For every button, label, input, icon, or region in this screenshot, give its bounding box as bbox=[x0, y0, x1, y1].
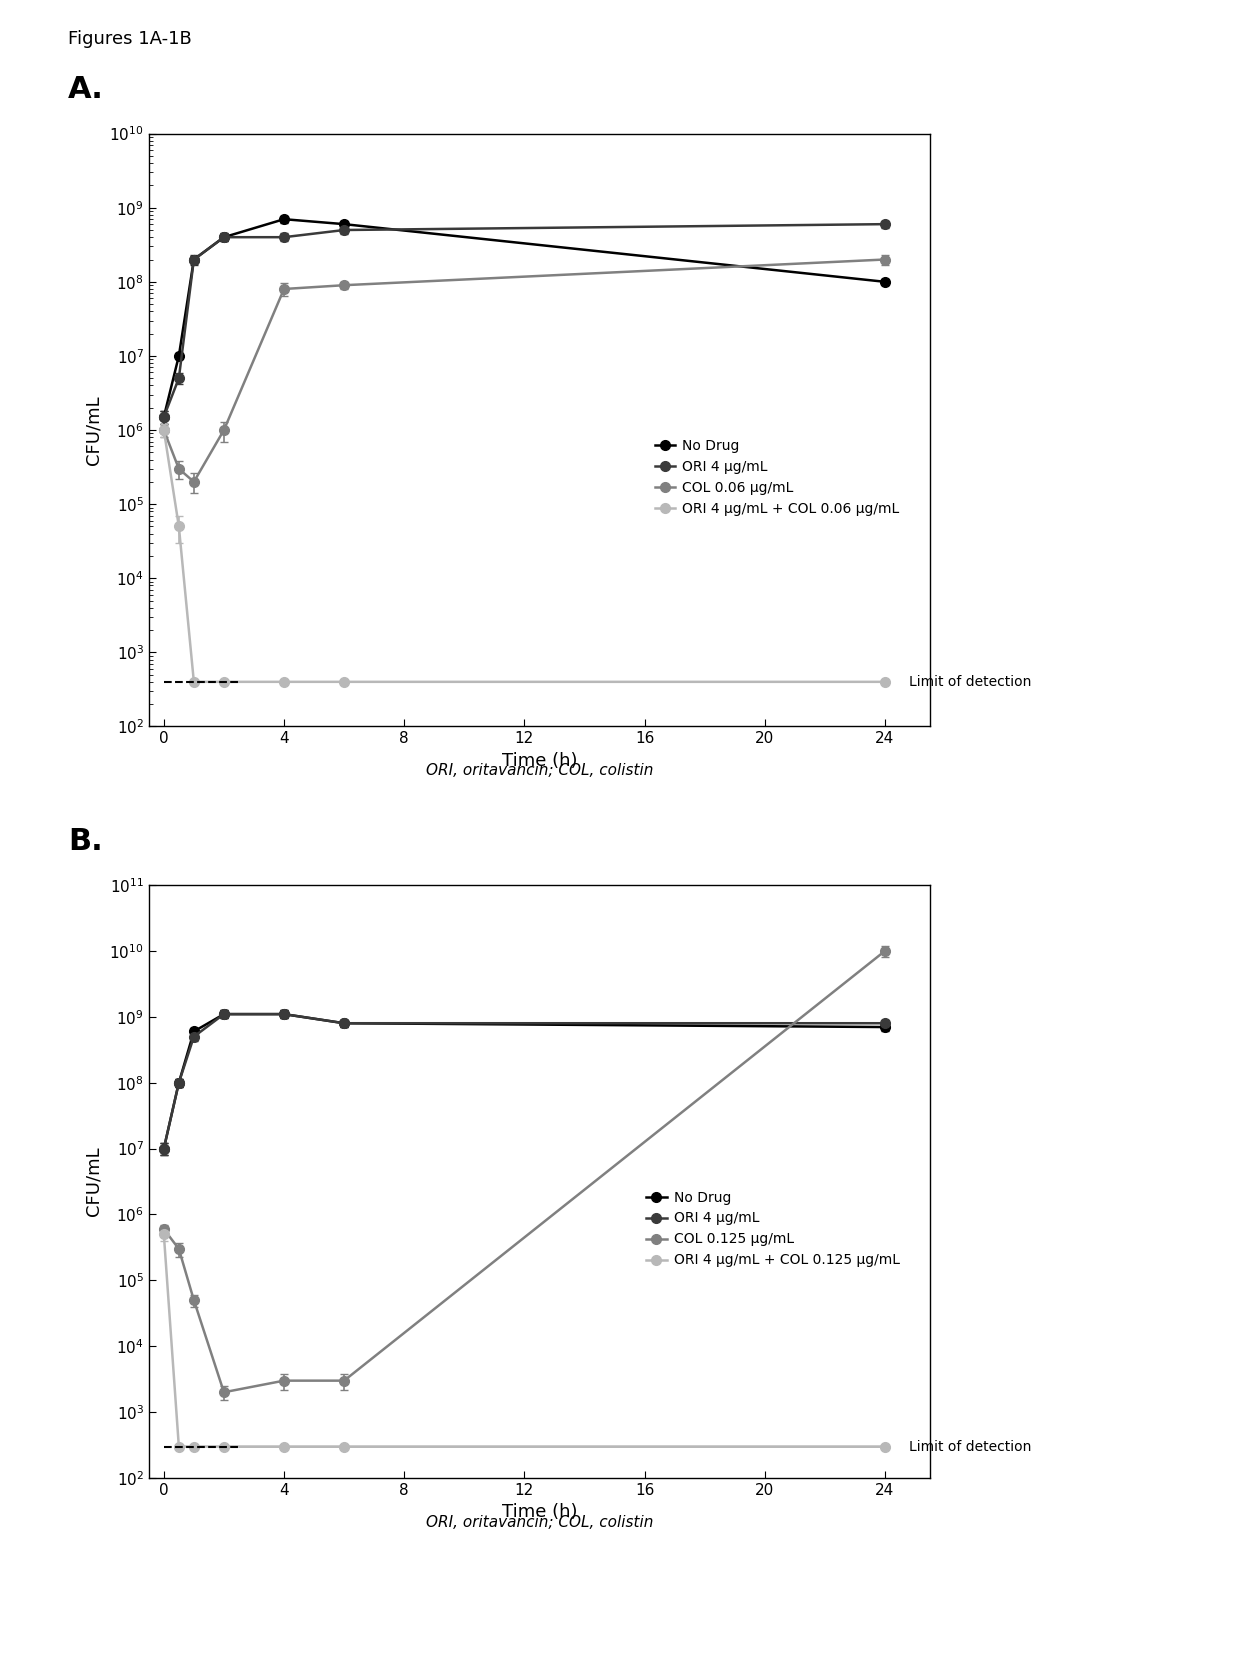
Text: A.: A. bbox=[68, 75, 104, 104]
X-axis label: Time (h): Time (h) bbox=[502, 752, 577, 770]
Legend: No Drug, ORI 4 μg/mL, COL 0.125 μg/mL, ORI 4 μg/mL + COL 0.125 μg/mL: No Drug, ORI 4 μg/mL, COL 0.125 μg/mL, O… bbox=[646, 1191, 899, 1268]
X-axis label: Time (h): Time (h) bbox=[502, 1503, 577, 1521]
Y-axis label: CFU/mL: CFU/mL bbox=[84, 1147, 103, 1216]
Text: Limit of detection: Limit of detection bbox=[909, 1440, 1032, 1453]
Text: Limit of detection: Limit of detection bbox=[909, 675, 1032, 688]
Text: Figures 1A-1B: Figures 1A-1B bbox=[68, 30, 192, 48]
Text: ORI, oritavancin; COL, colistin: ORI, oritavancin; COL, colistin bbox=[425, 1515, 653, 1530]
Y-axis label: CFU/mL: CFU/mL bbox=[84, 396, 103, 464]
Text: ORI, oritavancin; COL, colistin: ORI, oritavancin; COL, colistin bbox=[425, 763, 653, 778]
Text: B.: B. bbox=[68, 827, 103, 855]
Legend: No Drug, ORI 4 μg/mL, COL 0.06 μg/mL, ORI 4 μg/mL + COL 0.06 μg/mL: No Drug, ORI 4 μg/mL, COL 0.06 μg/mL, OR… bbox=[655, 439, 899, 516]
